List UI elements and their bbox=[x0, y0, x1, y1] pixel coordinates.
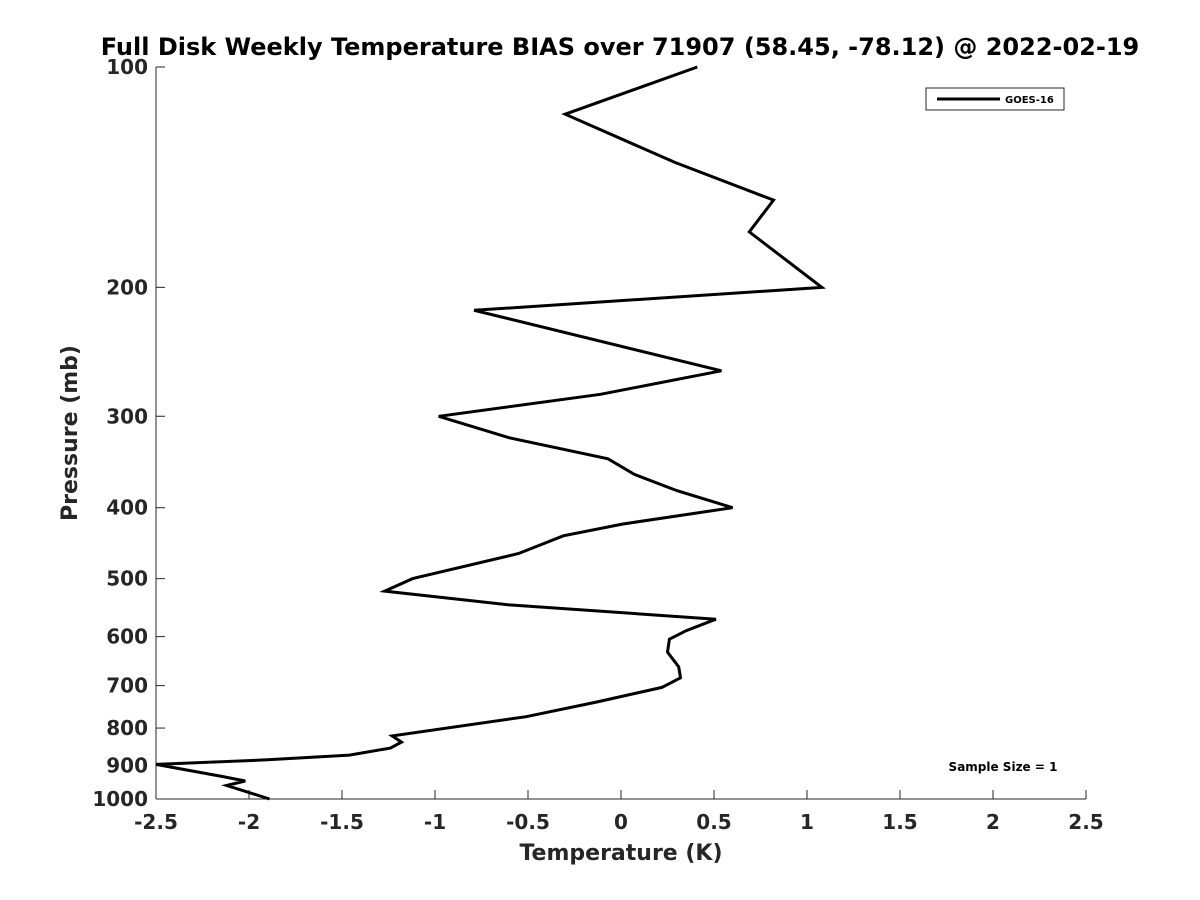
y-tick-label: 400 bbox=[106, 496, 148, 520]
x-tick-label: 1.5 bbox=[882, 810, 917, 834]
series-line-goes-16 bbox=[155, 65, 826, 801]
y-tick-label: 300 bbox=[106, 404, 148, 428]
y-tick-label: 1000 bbox=[92, 787, 148, 811]
y-axis: 100 200 300 400 500 600 700 800 900 1000 bbox=[92, 55, 165, 811]
x-tick-label: -0.5 bbox=[506, 810, 550, 834]
x-axis-label: Temperature (K) bbox=[519, 841, 722, 866]
y-tick-label: 200 bbox=[106, 275, 148, 299]
sample-size-annotation: Sample Size = 1 bbox=[949, 760, 1058, 774]
legend-label: GOES-16 bbox=[1005, 95, 1054, 106]
y-tick-label: 500 bbox=[106, 567, 148, 591]
x-tick-label: 1 bbox=[800, 810, 814, 834]
x-axis: -2.5 -2 -1.5 -1 -0.5 0 0.5 1 1.5 2 2.5 bbox=[134, 790, 1104, 834]
y-tick-label: 700 bbox=[106, 674, 148, 698]
x-tick-label: -2.5 bbox=[134, 810, 178, 834]
y-tick-label: 100 bbox=[106, 55, 148, 79]
y-tick-label: 800 bbox=[106, 716, 148, 740]
y-tick-label: 900 bbox=[106, 754, 148, 778]
x-tick-label: 0.5 bbox=[696, 810, 731, 834]
x-tick-label: -1 bbox=[424, 810, 446, 834]
y-axis-label: Pressure (mb) bbox=[58, 345, 83, 521]
x-tick-label: 0 bbox=[614, 810, 628, 834]
y-tick-label: 600 bbox=[106, 625, 148, 649]
x-tick-label: 2.5 bbox=[1068, 810, 1103, 834]
x-tick-label: -1.5 bbox=[320, 810, 364, 834]
x-tick-label: -2 bbox=[238, 810, 260, 834]
chart-title: Full Disk Weekly Temperature BIAS over 7… bbox=[101, 33, 1140, 61]
legend: GOES-16 bbox=[925, 87, 1065, 111]
x-tick-label: 2 bbox=[986, 810, 1000, 834]
series-group bbox=[155, 65, 826, 801]
